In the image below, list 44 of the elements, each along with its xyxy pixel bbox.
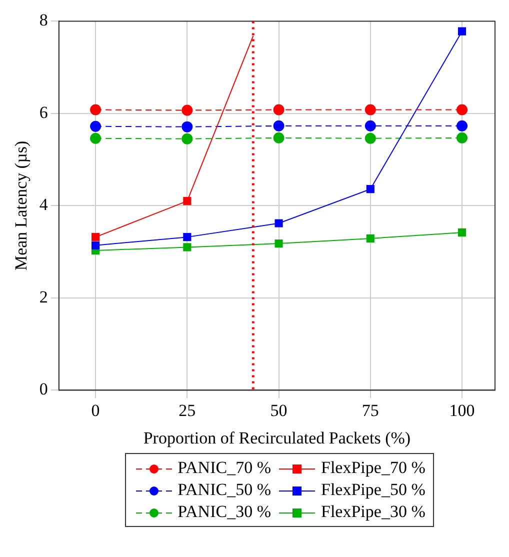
y-tick-label: 8 <box>39 10 48 30</box>
y-axis-title: Mean Latency (µs) <box>12 140 31 271</box>
x-tick-label: 100 <box>449 400 475 420</box>
point <box>92 233 100 242</box>
point <box>456 132 468 144</box>
point <box>456 104 468 116</box>
point <box>90 132 102 144</box>
point <box>366 185 374 194</box>
point <box>182 133 193 144</box>
point <box>364 132 376 144</box>
point <box>274 239 283 248</box>
point <box>90 120 102 132</box>
point <box>458 228 466 236</box>
point <box>183 197 192 206</box>
point <box>90 104 102 116</box>
point <box>273 120 284 132</box>
point <box>182 121 193 132</box>
x-tick-label: 50 <box>270 400 288 420</box>
point <box>366 234 374 242</box>
x-tick-label: 75 <box>362 400 379 420</box>
point <box>183 233 192 242</box>
x-tick-label: 0 <box>91 400 100 420</box>
y-tick-label: 0 <box>39 380 48 399</box>
point <box>92 241 100 250</box>
point <box>458 27 466 36</box>
point <box>364 104 376 116</box>
point <box>364 120 376 132</box>
x-axis-title: Proportion of Recirculated Packets (%) <box>143 428 411 448</box>
legend-label: FlexPipe_50 % <box>321 480 426 499</box>
point <box>183 243 192 252</box>
legend-label: PANIC_30 % <box>178 502 271 521</box>
y-tick-label: 6 <box>39 102 48 122</box>
point <box>274 219 283 228</box>
legend-label: FlexPipe_70 % <box>321 458 426 477</box>
y-tick-label: 2 <box>39 287 48 306</box>
x-tick-label: 25 <box>178 400 196 420</box>
legend-label: FlexPipe_30 % <box>321 502 426 521</box>
legend-label: PANIC_70 % <box>178 458 271 477</box>
point <box>456 120 468 132</box>
y-tick-label: 4 <box>39 195 48 214</box>
point <box>273 104 284 116</box>
point <box>182 104 193 116</box>
point <box>273 132 284 144</box>
legend-label: PANIC_50 % <box>178 480 271 499</box>
